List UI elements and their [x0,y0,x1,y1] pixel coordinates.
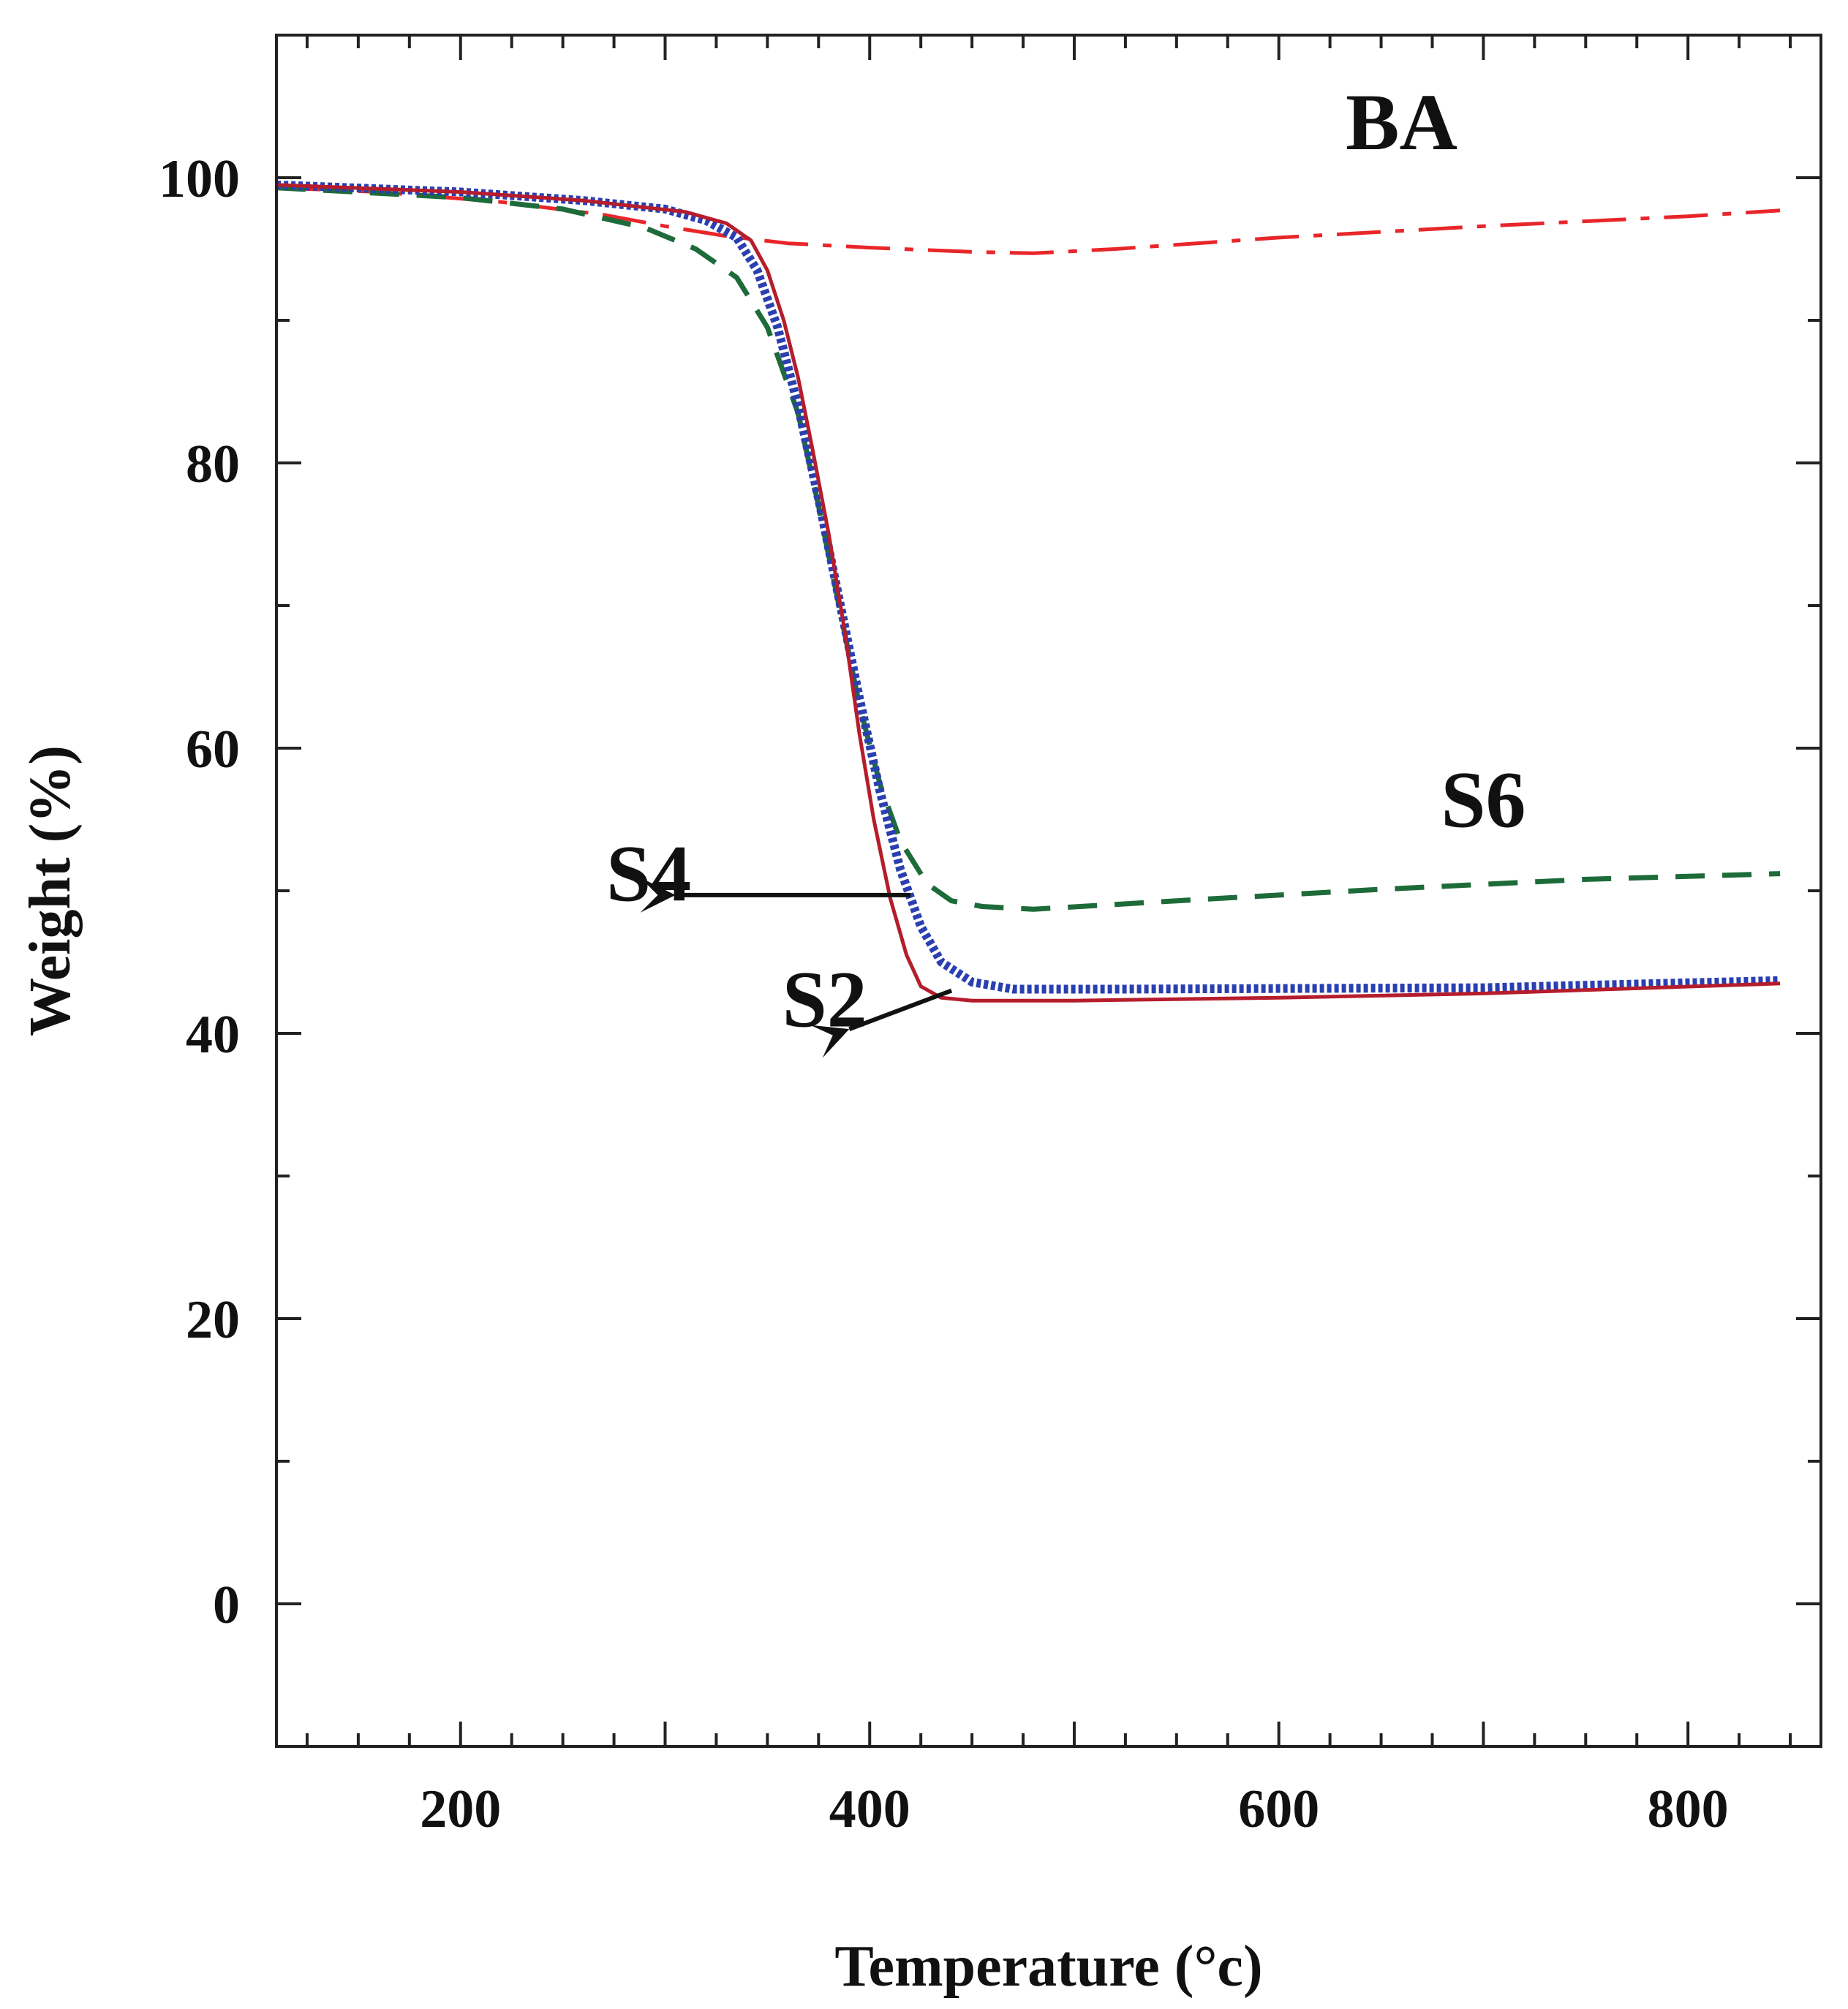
arrow-s2 [810,988,953,1058]
x-tick-label: 600 [1238,1779,1319,1839]
y-tick-label: 80 [186,434,240,494]
data-series [276,180,1781,1003]
tick-labels: 200 400 600 800 0 20 40 60 80 100 [159,149,1729,1839]
y-tick-label: 40 [186,1005,240,1065]
series-line-s2 [276,183,1781,1003]
series-line-s6 [276,185,1781,912]
series-label-s4: S4 [606,829,691,919]
y-tick-label: 0 [213,1575,240,1635]
plot-frame [275,34,1822,1748]
x-axis-title: Temperature (°c) [834,1934,1262,1999]
annotations: BA S6 S4 S2 [606,78,1526,1058]
x-tick-label: 200 [420,1779,501,1839]
axis-ticks [276,34,1821,1748]
series-label-s2: S2 [782,954,867,1044]
y-tick-label: 20 [186,1290,240,1350]
y-axis-title: Weight (%) [18,745,83,1036]
x-tick-label: 400 [829,1779,910,1839]
series-label-ba: BA [1346,78,1457,167]
y-tick-label: 60 [186,720,240,780]
y-tick-label: 100 [159,149,240,209]
x-tick-label: 800 [1648,1779,1729,1839]
series-label-s6: S6 [1441,755,1525,844]
